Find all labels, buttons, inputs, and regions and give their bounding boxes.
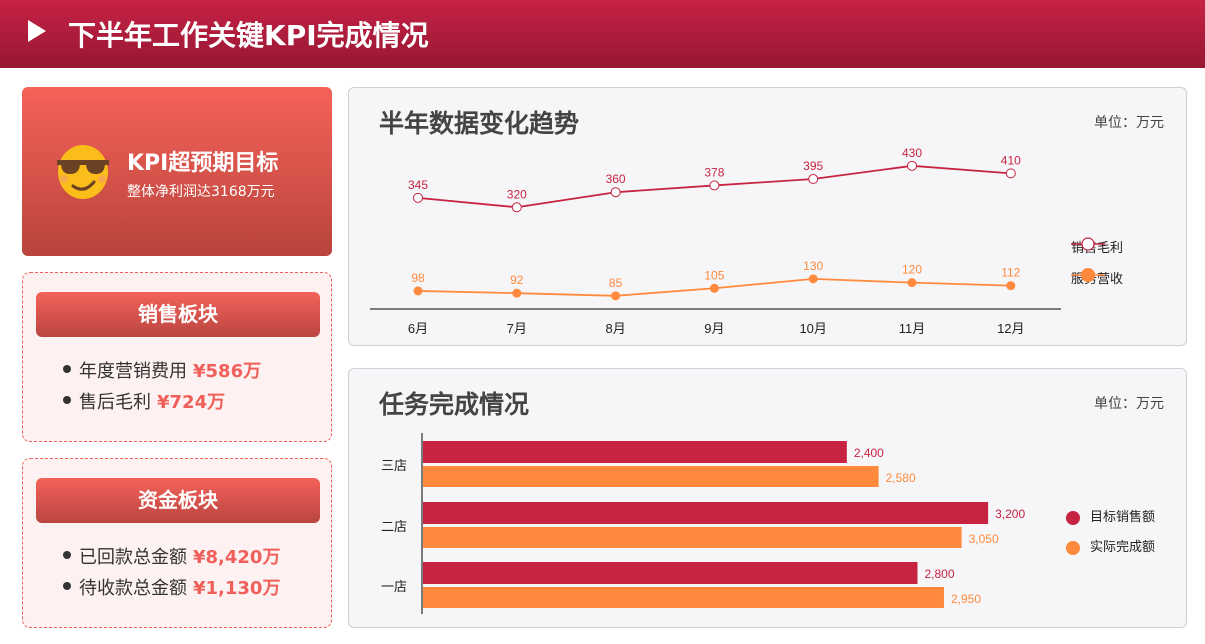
legend-item-service-revenue[interactable]: 服务营收 [1071,268,1123,287]
data-point [611,291,621,301]
kpi-card: KPI超预期目标 整体净利润达3168万元 [22,87,332,256]
kpi-subtitle: 整体净利润达3168万元 [127,184,275,200]
data-label: 92 [510,273,524,287]
data-label: 395 [803,159,823,173]
data-point [1006,281,1016,291]
data-label: 410 [1001,153,1021,167]
x-tick-label: 12月 [997,321,1024,336]
legend-item-gross-profit[interactable]: 销售毛利 [1071,237,1123,256]
data-label: 320 [507,187,527,201]
data-point [1005,168,1016,179]
x-tick-label: 8月 [605,321,625,336]
sunglasses-emoji-icon [57,145,109,199]
task-chart-panel: 任务完成情况 单位：万元 三店 2,400 2,580 二店 3,200 3,050 一店 2… [348,368,1187,628]
sales-section-button[interactable]: 销售板块 [36,292,320,337]
bar [423,562,918,584]
data-label: 112 [1001,266,1020,280]
bullet-icon [63,582,71,590]
funds-section: 资金板块 已回款总金额 ¥8,420万 待收款总金额 ¥1,130万 [22,458,332,628]
hollow-circle-marker-icon [1071,237,1105,251]
x-tick-label: 11月 [899,321,926,336]
bullet-icon [63,551,71,559]
data-point [808,174,819,185]
y-tick-label: 一店 [381,579,407,594]
bar [423,587,944,608]
x-tick-label: 10月 [799,321,826,336]
line-chart: 6月 7月 8月 9月 10月 11月 12月 345 320 360 378 395 430 410 98… [370,146,1061,336]
list-item: 已回款总金额 ¥8,420万 [63,543,280,569]
bullet-icon [63,396,71,404]
data-point [512,288,522,298]
item-value: ¥586万 [193,361,262,382]
data-point [709,180,720,191]
bullet-icon [63,365,71,373]
chart-title: 任务完成情况 [379,390,530,419]
bar [423,502,989,524]
data-label: 2,950 [951,592,981,606]
list-item: 待收款总金额 ¥1,130万 [63,574,280,600]
legend-item-target[interactable]: 目标销售额 [1066,506,1155,525]
unit-label: 单位：万元 [1094,115,1164,131]
data-label: 3,050 [969,532,999,546]
legend-item-actual[interactable]: 实际完成额 [1066,536,1155,555]
trend-chart-panel: 半年数据变化趋势 单位：万元 6月 7月 8月 9月 10月 11月 12月 345 320 36… [348,87,1187,346]
chart-title: 半年数据变化趋势 [379,109,580,138]
data-point [610,187,621,198]
x-tick-label: 7月 [507,321,527,336]
data-label: 85 [609,276,623,290]
data-label: 378 [704,165,724,179]
item-label: 待收款总金额 [79,578,187,599]
x-tick-label: 9月 [704,321,724,336]
filled-circle-marker-icon [1071,268,1105,282]
kpi-title: KPI超预期目标 [127,151,279,176]
data-label: 130 [803,259,823,273]
data-label: 3,200 [995,507,1025,521]
data-label: 120 [902,263,922,277]
header-bar: 下半年工作关键KPI完成情况 [0,0,1205,68]
data-point [907,278,917,288]
data-label: 430 [902,146,922,160]
legend-label: 目标销售额 [1090,510,1156,525]
data-label: 98 [411,271,425,285]
list-item: 年度营销费用 ¥586万 [63,357,261,383]
y-tick-label: 三店 [381,458,407,473]
item-value: ¥1,130万 [193,578,281,599]
data-point [808,274,818,284]
item-value: ¥8,420万 [193,547,281,568]
data-label: 105 [704,268,724,282]
bar [423,527,962,548]
legend-label: 实际完成额 [1090,540,1156,555]
item-label: 已回款总金额 [79,547,187,568]
play-triangle-icon [28,20,46,42]
data-label: 2,400 [854,446,884,460]
data-point [413,192,423,203]
bar [423,441,847,463]
x-tick-label: 6月 [408,321,428,336]
data-point [907,160,917,171]
data-label: 360 [606,172,626,186]
item-value: ¥724万 [157,392,226,413]
item-label: 售后毛利 [79,392,151,413]
data-label: 345 [408,178,428,192]
data-label: 2,800 [924,567,954,581]
y-tick-label: 二店 [381,519,407,534]
item-label: 年度营销费用 [79,361,187,382]
red-dot-icon [1066,510,1080,525]
orange-dot-icon [1066,540,1080,555]
page-title: 下半年工作关键KPI完成情况 [68,19,429,52]
data-point [413,286,423,296]
funds-section-button[interactable]: 资金板块 [36,478,320,523]
data-point [511,202,522,213]
unit-label: 单位：万元 [1094,396,1164,412]
data-label: 2,580 [886,471,916,485]
sales-section: 销售板块 年度营销费用 ¥586万 售后毛利 ¥724万 [22,272,332,442]
data-point [709,283,719,293]
list-item: 售后毛利 ¥724万 [63,388,225,414]
bar [423,466,879,487]
